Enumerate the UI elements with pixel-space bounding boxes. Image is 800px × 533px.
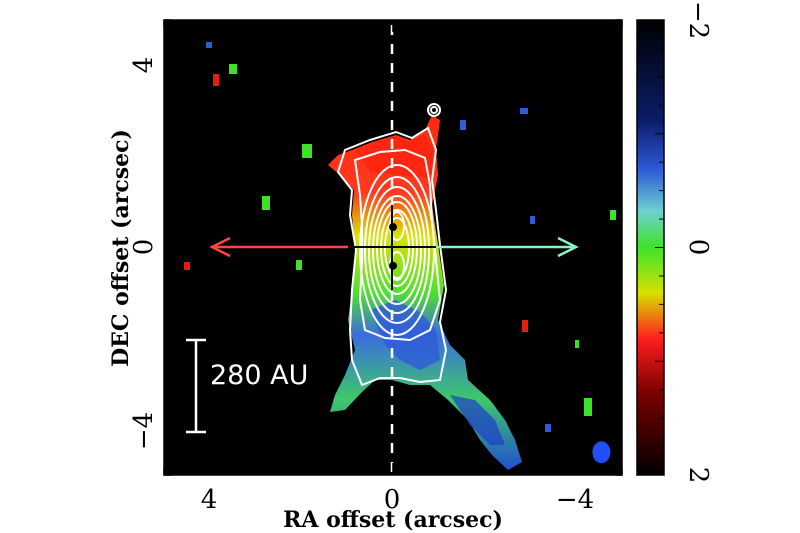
y-tick-label-4: 4 — [129, 57, 159, 74]
emission-region — [328, 115, 522, 470]
source-marker — [389, 223, 397, 232]
colorbar-tick-label-neg2: −2 — [683, 1, 713, 39]
beam-ellipse — [592, 441, 611, 464]
source-marker — [389, 261, 397, 270]
x-tick-label-neg4: −4 — [556, 485, 594, 515]
axis-ticks — [163, 19, 623, 476]
blueshifted-lobe — [370, 300, 440, 370]
y-tick-label-0: 0 — [129, 239, 159, 256]
scale-bar — [186, 338, 206, 434]
scale-bar-label: 280 AU — [210, 360, 308, 391]
x-tick-label-0: 0 — [384, 485, 401, 515]
blueshifted-patch — [450, 395, 505, 445]
colorbar-tick-label-0: 0 — [683, 239, 713, 256]
x-tick-label-4: 4 — [201, 485, 218, 515]
colorbar-tick-label-2: 2 — [683, 467, 713, 484]
source-markers — [389, 223, 397, 270]
y-tick-label-neg4: −4 — [129, 412, 159, 450]
colorbar-ticks — [655, 19, 664, 476]
west-arrow-head — [557, 236, 579, 258]
x-axis-label: RA offset (arcsec) — [283, 507, 503, 533]
east-arrow-head — [209, 236, 231, 258]
redshifted-lobe — [356, 135, 433, 178]
noise-patches — [184, 42, 616, 432]
y-axis-label: DEC offset (arcsec) — [108, 129, 134, 367]
outflow-map: 280 AU — [184, 25, 616, 475]
